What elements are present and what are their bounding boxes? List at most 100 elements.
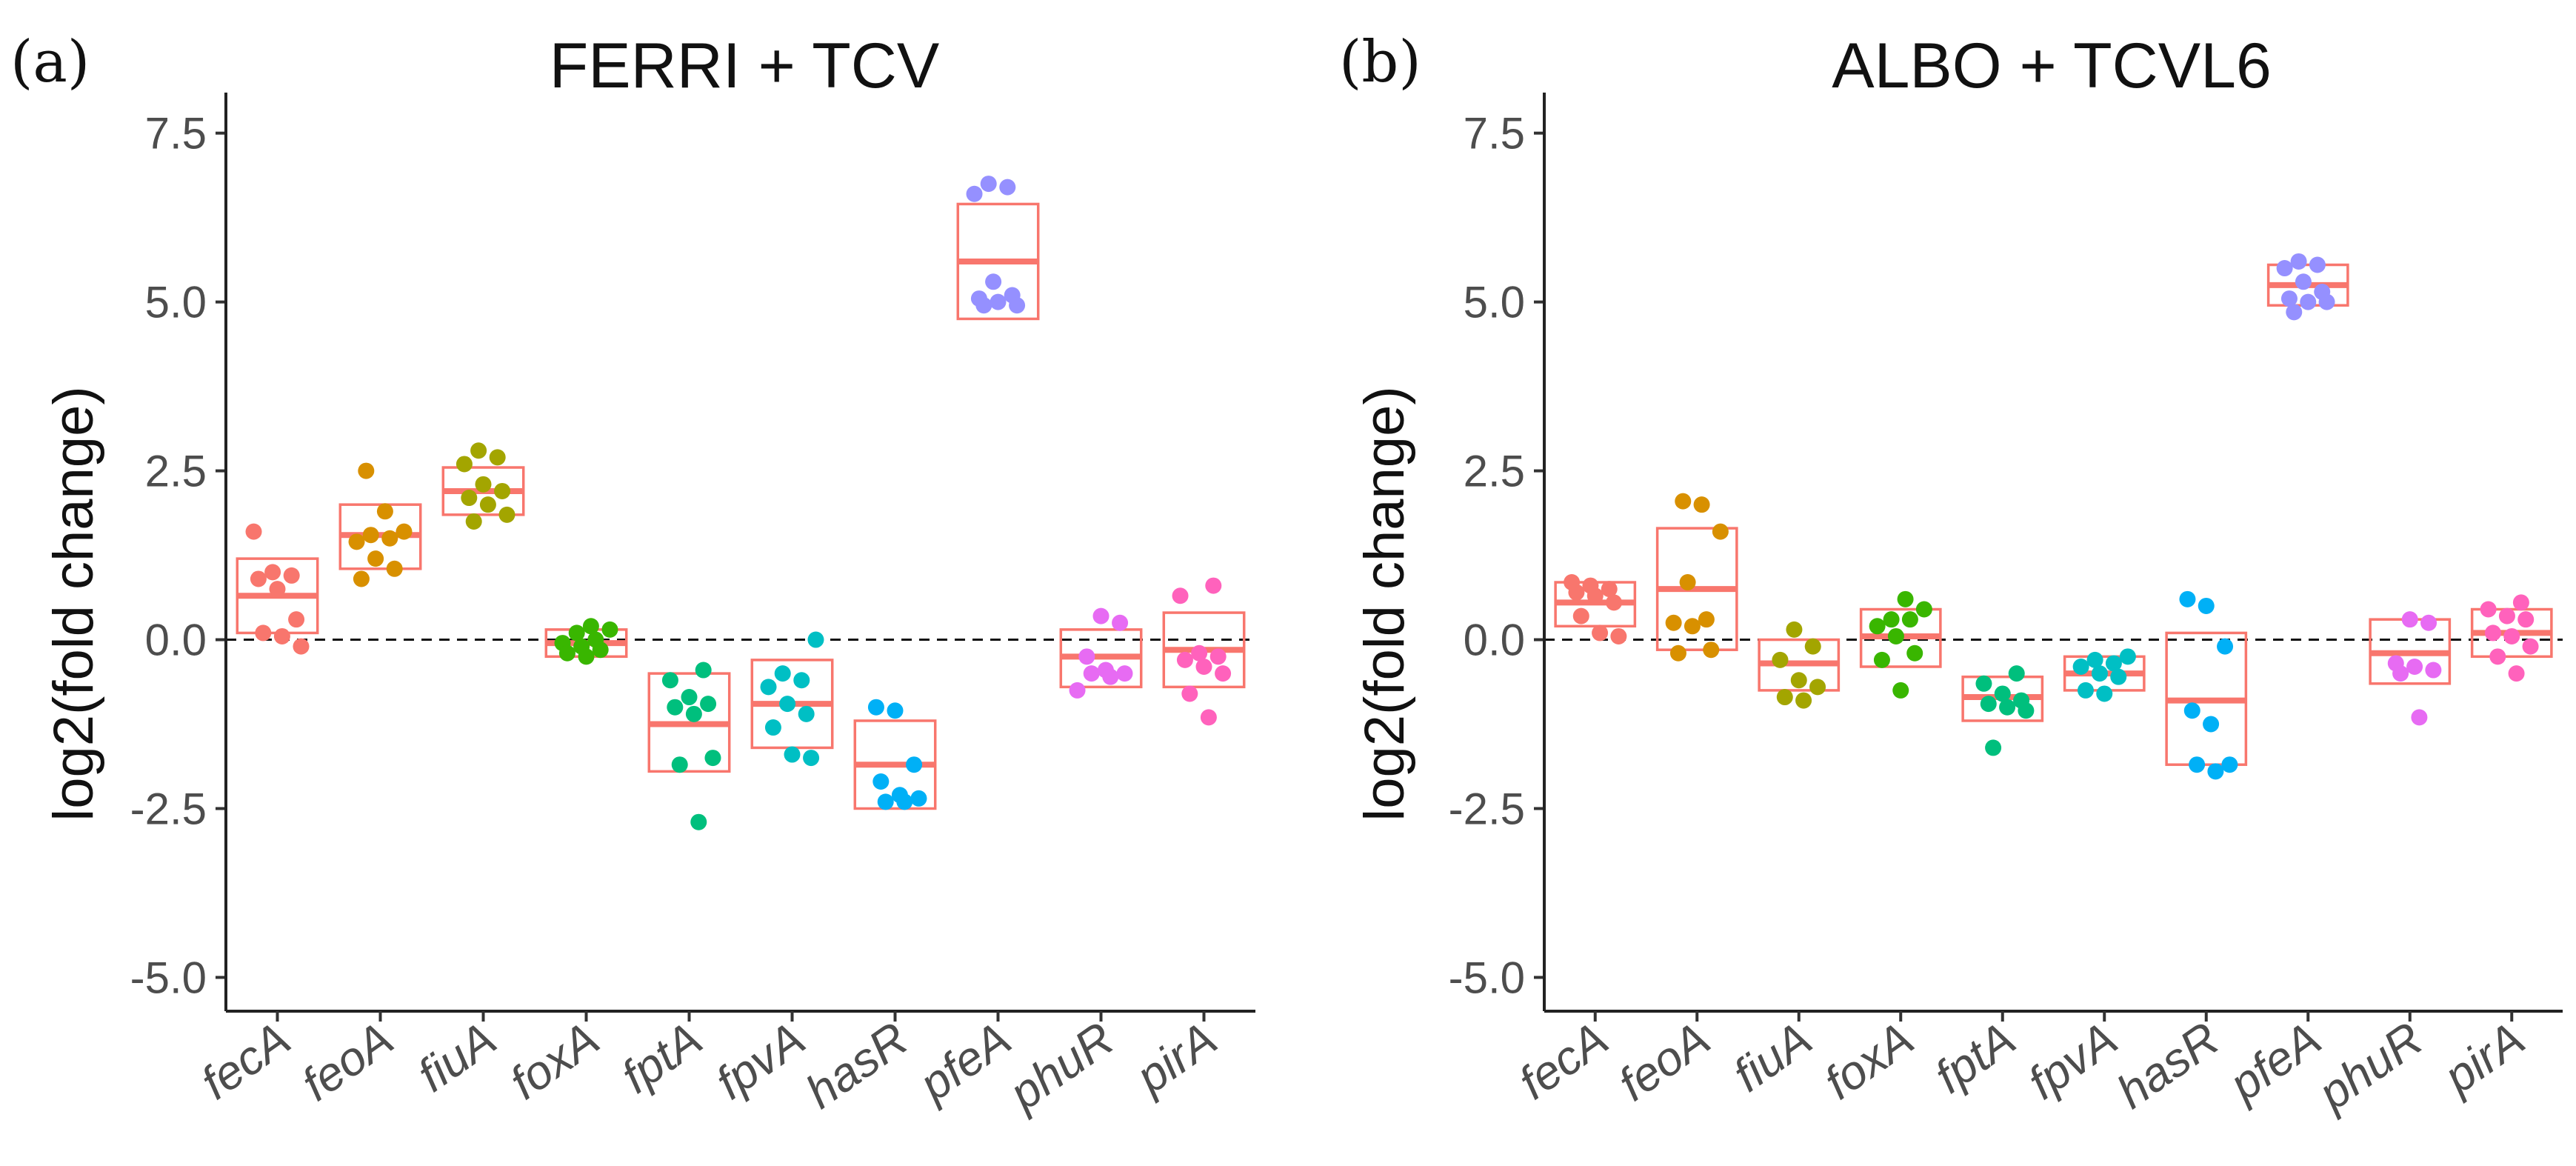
panel-a-x-tick-label: feoA (292, 1011, 402, 1110)
panel-b-point-fiuA (1790, 672, 1807, 689)
panel-b-point-pfeA (2286, 304, 2303, 321)
panel-b-point-fptA (2008, 665, 2025, 682)
panel-a-point-pirA (1176, 651, 1193, 668)
panel-a-point-hasR (906, 756, 923, 773)
panel-a-y-tick-label: -2.5 (130, 784, 207, 833)
panel-a-point-feoA (358, 462, 375, 479)
panel-a-point-pirA (1200, 709, 1217, 726)
panel-b-boxes (1554, 263, 2553, 766)
panel-b-point-hasR (2221, 756, 2238, 773)
panel-b-x-tick-label: hasR (2107, 1011, 2229, 1119)
panel-a-label: (a) (10, 29, 90, 96)
panel-a-x-tick-label: fiuA (408, 1011, 506, 1102)
panel-b-point-foxA (1901, 611, 1918, 628)
panel-b-x-tick-label: fptA (1925, 1011, 2025, 1103)
panel-b-point-phuR (2425, 662, 2442, 679)
panel-b-point-hasR (2189, 756, 2206, 773)
panel-a-point-fecA (293, 638, 310, 655)
panel-b-point-fpvA (2077, 682, 2094, 699)
panel-a-point-fptA (690, 813, 707, 830)
panel-a-point-feoA (353, 570, 370, 587)
panel-a-point-pirA (1209, 648, 1227, 665)
panel-b: (b) ALBO + TCVL6 log2(fold change) -5.0-… (1339, 29, 2563, 1121)
panel-b-y-tick-label: -2.5 (1449, 784, 1525, 833)
panel-b-point-foxA (1887, 627, 1904, 644)
panel-b-point-fpvA (2096, 685, 2113, 702)
panel-a-point-fiuA (470, 442, 487, 459)
panel-b-point-fptA (1985, 739, 2002, 756)
panel-b-point-pfeA (2300, 293, 2317, 310)
panel-a-point-phuR (1083, 665, 1100, 682)
panel-a-point-fpvA (764, 719, 781, 736)
panel-a-point-fptA (700, 696, 717, 713)
panel-a-point-phuR (1092, 607, 1110, 624)
panel-b-point-pirA (2480, 601, 2497, 618)
panel-b-point-feoA (1703, 642, 1720, 659)
panel-b-point-fecA (1586, 587, 1604, 604)
panel-a-point-fpvA (760, 679, 777, 696)
panel-b-point-hasR (2207, 763, 2224, 780)
panel-a-point-pirA (1191, 644, 1208, 662)
panel-b-point-pirA (2522, 638, 2539, 655)
panel-a-point-pfeA (980, 176, 997, 193)
panel-b-y-tick-label: 0.0 (1464, 616, 1525, 665)
panel-a-point-foxA (592, 642, 609, 659)
panel-b-point-fpvA (2105, 655, 2122, 672)
panel-a-point-fpvA (774, 665, 791, 682)
panel-a-point-hasR (887, 702, 904, 719)
panel-b-x-tick-label: pfeA (2218, 1011, 2330, 1112)
panel-a-point-pfeA (975, 297, 992, 314)
panel-a-point-hasR (896, 793, 913, 810)
panel-a-y-axis-label: log2(fold change) (42, 386, 105, 821)
panel-a-point-phuR (1102, 668, 1119, 685)
panel-b-point-fiuA (1776, 689, 1793, 706)
panel-a-point-fptA (704, 750, 721, 767)
panel-b-point-feoA (1669, 644, 1686, 662)
panel-a-point-feoA (396, 523, 413, 540)
panel-b-point-phuR (2420, 614, 2437, 631)
panel-a-point-feoA (376, 503, 393, 520)
panel-a-y-tick-label: 2.5 (145, 447, 207, 496)
panel-a-point-fecA (264, 564, 281, 581)
panel-b-point-pfeA (2295, 273, 2312, 290)
panel-b-point-fpvA (2072, 659, 2089, 675)
panel-b-x-tick-label: phuR (2308, 1011, 2432, 1121)
panel-b-point-fecA (1601, 581, 1618, 598)
panel-b-point-pirA (2508, 665, 2525, 682)
panel-b-point-hasR (2203, 716, 2220, 733)
panel-a-point-fecA (245, 523, 262, 540)
panel-a-point-fiuA (461, 490, 478, 507)
panel-a-x-tick-label: fptA (612, 1011, 712, 1103)
panel-a-point-fpvA (798, 705, 815, 722)
panel-a-point-pfeA (966, 185, 983, 202)
panel-b-point-hasR (2183, 702, 2200, 719)
panel-b-point-pirA (2512, 594, 2529, 611)
panel-b-point-fpvA (2119, 648, 2136, 665)
panel-a-y-tick-label: 7.5 (145, 109, 207, 159)
panel-a-point-pirA (1172, 587, 1189, 604)
panel-a-point-pirA (1205, 577, 1222, 594)
panel-a-point-fptA (671, 756, 688, 773)
panel-a-point-feoA (367, 550, 384, 567)
panel-a-point-fpvA (807, 631, 824, 648)
panel-a-point-pirA (1215, 665, 1232, 682)
panel-b-point-feoA (1712, 523, 1729, 540)
panel-b-point-foxA (1906, 644, 1923, 662)
panel-a-y-tick-label: 5.0 (145, 278, 207, 327)
panel-b-point-feoA (1693, 496, 1710, 513)
panel-b-point-foxA (1869, 618, 1886, 635)
panel-a-y-tick-label: 0.0 (145, 616, 207, 665)
panel-a-point-phuR (1078, 648, 1095, 665)
panel-a-point-fecA (255, 624, 272, 642)
panel-a-point-feoA (362, 527, 379, 544)
panel-a-x-tick-label: foxA (500, 1011, 608, 1109)
panel-a-point-phuR (1112, 614, 1129, 631)
panel-a-x-tick-label: hasR (796, 1011, 918, 1119)
panel-b-x-tick-label: fpvA (2018, 1011, 2126, 1109)
panel-b-point-phuR (2406, 659, 2423, 675)
panel-a-point-fptA (667, 699, 684, 716)
panel-b-point-fiuA (1795, 692, 1812, 709)
panel-b-point-fpvA (2110, 668, 2127, 685)
